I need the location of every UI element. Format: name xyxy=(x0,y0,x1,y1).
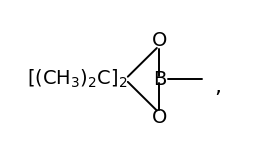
Text: O: O xyxy=(152,108,167,127)
Text: $\mathregular{[(CH_3)_2C]_2}$: $\mathregular{[(CH_3)_2C]_2}$ xyxy=(27,68,127,90)
Text: O: O xyxy=(152,31,167,50)
Text: B: B xyxy=(153,70,166,89)
Text: ,: , xyxy=(214,77,221,97)
